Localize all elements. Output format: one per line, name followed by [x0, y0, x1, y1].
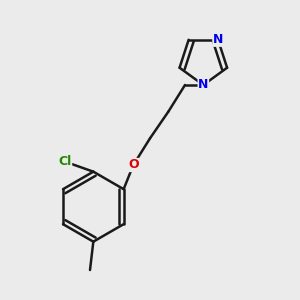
Text: O: O — [128, 158, 139, 172]
Text: N: N — [213, 33, 223, 46]
Text: Cl: Cl — [58, 155, 72, 168]
Text: N: N — [198, 79, 208, 92]
